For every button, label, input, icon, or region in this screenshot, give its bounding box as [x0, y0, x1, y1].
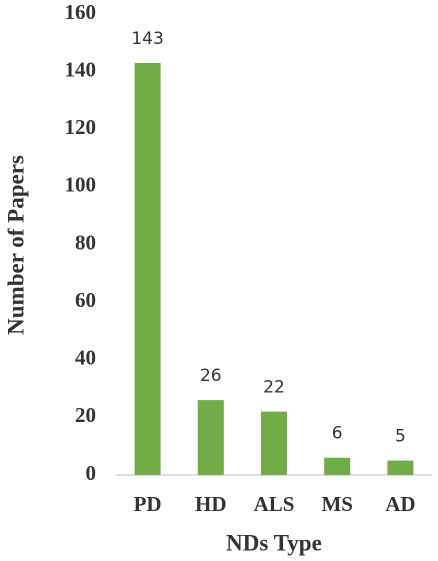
y-tick-label: 100: [65, 173, 97, 197]
data-label: 26: [200, 366, 222, 386]
bar: [324, 457, 351, 475]
y-tick-label: 80: [75, 230, 96, 254]
y-tick-label: 140: [65, 57, 97, 81]
y-tick-label: 0: [86, 461, 97, 485]
data-label: 22: [263, 378, 285, 398]
y-tick-label: 20: [75, 403, 96, 427]
y-axis-title: Number of Papers: [3, 155, 28, 335]
y-tick-label: 60: [75, 288, 96, 312]
x-tick-label: HD: [195, 492, 227, 516]
data-label: 143: [131, 29, 163, 49]
bar: [134, 62, 161, 475]
x-tick-label: MS: [321, 492, 353, 516]
data-label: 6: [332, 424, 343, 444]
bar: [261, 411, 287, 475]
bar: [197, 400, 224, 475]
y-tick-label: 160: [65, 0, 97, 24]
bar: [387, 460, 414, 475]
x-tick-label: AD: [385, 492, 415, 516]
x-tick-label: ALS: [254, 492, 295, 516]
x-tick-label: PD: [134, 492, 162, 516]
y-tick-label: 120: [65, 115, 97, 139]
x-axis-title: NDs Type: [226, 530, 322, 555]
y-tick-label: 40: [75, 346, 96, 370]
data-label: 5: [395, 427, 406, 447]
